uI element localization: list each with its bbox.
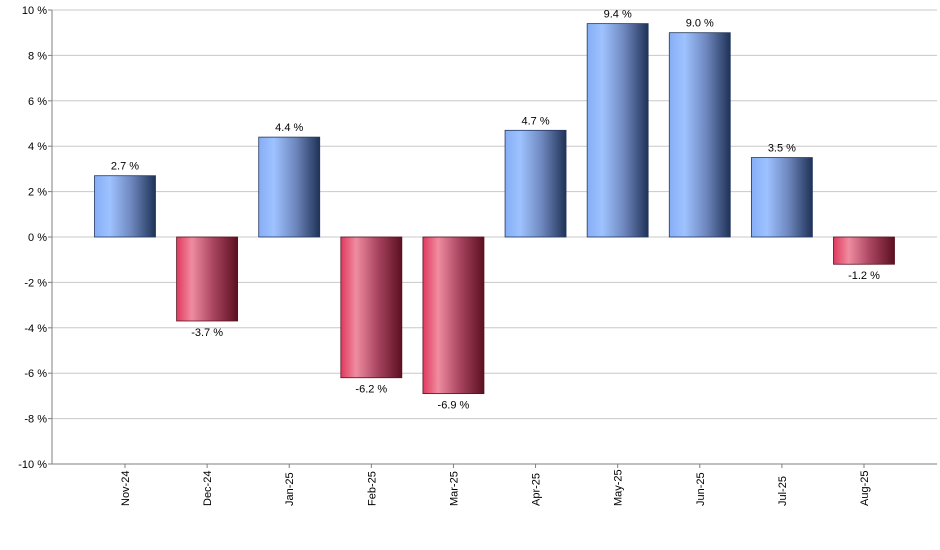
y-tick-label: -8 % (24, 414, 47, 426)
bar (504, 129, 567, 238)
bar (94, 175, 156, 238)
data-label: 4.4 % (275, 122, 303, 134)
x-tick-label: Dec-24 (202, 471, 214, 506)
data-label: 3.5 % (768, 143, 796, 155)
x-tick-label: Jan-25 (284, 472, 296, 506)
y-tick-label: 2 % (28, 187, 47, 199)
data-label: 9.4 % (604, 9, 632, 21)
bar (833, 236, 895, 265)
bar (750, 157, 813, 238)
x-axis-ticks: Nov-24 Dec-24 Jan-25 Feb-25 Mar-25 Apr-25 May-… (120, 464, 871, 506)
x-tick-label: May-25 (613, 469, 625, 506)
x-tick-label: Jul-25 (777, 476, 789, 506)
y-axis-ticks: 10 % 8 % 6 % 4 % 2 % 0 % -2 % -4 % -6 % -8 % -10 % (18, 5, 52, 471)
y-tick-label: 8 % (28, 50, 47, 62)
data-label: 2.7 % (111, 161, 139, 173)
bar (258, 136, 321, 238)
y-tick-label: 4 % (28, 141, 47, 153)
data-label: -3.7 % (191, 327, 223, 339)
x-tick-label: Feb-25 (366, 471, 378, 506)
x-tick-label: Apr-25 (531, 473, 543, 506)
bar (340, 236, 403, 379)
y-tick-label: 0 % (28, 232, 47, 244)
y-tick-label: -2 % (24, 277, 47, 289)
data-label: -6.2 % (355, 384, 387, 396)
y-tick-label: -4 % (24, 323, 47, 335)
y-tick-label: -10 % (18, 459, 47, 471)
bar (668, 32, 731, 238)
x-tick-label: Nov-24 (120, 471, 132, 506)
y-tick-label: -6 % (24, 368, 47, 380)
x-tick-label: Mar-25 (448, 471, 460, 506)
bars (94, 23, 895, 395)
bar (176, 236, 239, 322)
data-label: -1.2 % (848, 270, 880, 282)
bar (586, 23, 649, 238)
x-tick-label: Aug-25 (859, 471, 871, 506)
data-label: 9.0 % (686, 18, 714, 30)
x-tick-label: Jun-25 (695, 472, 707, 506)
data-label: 4.7 % (521, 115, 549, 127)
data-label: -6.9 % (438, 400, 470, 412)
bar (422, 236, 485, 395)
data-labels: 2.7 % -3.7 % 4.4 % -6.2 % -6.9 % 4.7 % 9.4 % 9.… (111, 9, 880, 412)
y-tick-label: 6 % (28, 96, 47, 108)
y-tick-label: 10 % (22, 5, 47, 17)
